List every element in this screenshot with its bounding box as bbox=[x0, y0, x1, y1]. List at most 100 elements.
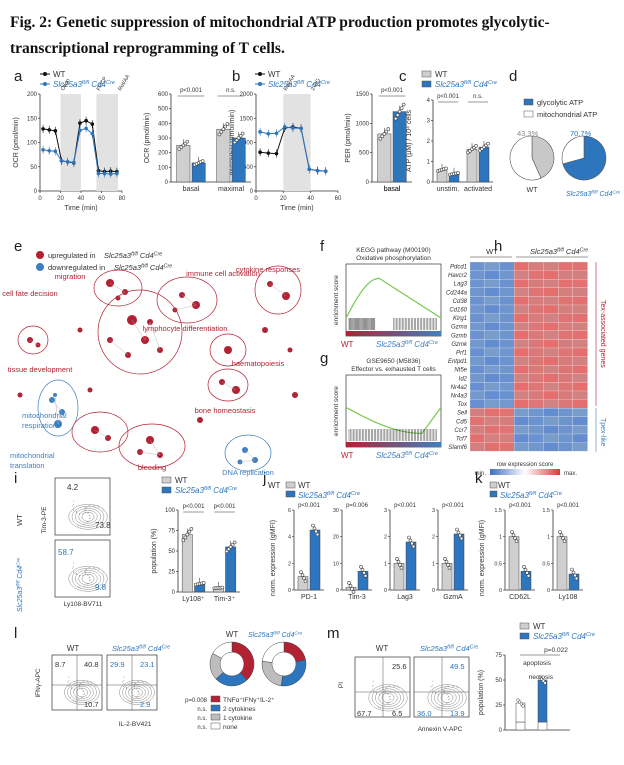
h-heat-cell bbox=[484, 356, 500, 366]
l-ko-flow-event bbox=[125, 687, 127, 689]
h-heat-cell bbox=[499, 322, 515, 331]
j-dot bbox=[315, 532, 320, 537]
j-ytick-label: 4 bbox=[288, 535, 291, 541]
k-legend-wt-swatch bbox=[489, 481, 498, 489]
a-bar-pvalue: n.s. bbox=[226, 88, 236, 94]
k-ytick-label: 0 bbox=[499, 588, 502, 594]
l-ko-flow-event bbox=[135, 682, 137, 684]
i-ko-flow-contour bbox=[78, 571, 98, 586]
j-ytick-label: 2 bbox=[432, 535, 435, 541]
k-dot bbox=[562, 539, 567, 543]
m-ko-flow-event bbox=[432, 680, 434, 682]
e-edge bbox=[131, 319, 146, 341]
h-heat-cell bbox=[469, 425, 485, 435]
j-sub-label: GzmA bbox=[443, 594, 463, 601]
l-wt-flow-event bbox=[79, 687, 80, 689]
i-ko-flow-frame bbox=[54, 539, 111, 598]
l-wt-flow-event bbox=[82, 696, 84, 698]
l-ko-flow-event bbox=[135, 696, 137, 698]
i-wt-flow-event bbox=[102, 510, 104, 512]
i-wt-flow-event bbox=[93, 504, 95, 506]
h-heat-cell bbox=[513, 339, 529, 349]
m-wt-flow-event bbox=[397, 685, 399, 687]
h-heat-cell bbox=[543, 287, 559, 297]
a-legend-wt: WT bbox=[53, 70, 66, 79]
m-wt-flow-event bbox=[388, 685, 390, 687]
h-heat-cell bbox=[484, 382, 500, 392]
j-dot bbox=[347, 581, 351, 585]
b-bar-dot bbox=[386, 127, 391, 131]
k-dot bbox=[558, 530, 562, 534]
l-wt-flow-event bbox=[82, 690, 84, 692]
a-point bbox=[41, 147, 45, 152]
h-heat-cell bbox=[528, 287, 544, 297]
i-wt-flow-event bbox=[72, 504, 74, 506]
c-ytick-label: 3 bbox=[427, 119, 431, 125]
m-ko-flow-event bbox=[452, 685, 454, 687]
b-point bbox=[258, 150, 262, 154]
e-term-blue-respiration-2: respiration bbox=[22, 421, 57, 430]
j-dot bbox=[407, 535, 411, 540]
j-dot bbox=[359, 565, 363, 569]
i-bar-ytick-label: 75 bbox=[168, 529, 175, 535]
m-wt-flow-event bbox=[388, 702, 390, 704]
l-ko-donut-slice bbox=[280, 659, 307, 687]
i-wt-flow-event bbox=[82, 513, 84, 515]
j-dot bbox=[360, 568, 365, 572]
j-pvalue: p=0.006 bbox=[346, 503, 369, 509]
a-xtick-label: 80 bbox=[119, 196, 126, 202]
h-gene-label: Prf1 bbox=[456, 351, 467, 357]
m-wt-flow-event bbox=[385, 687, 387, 689]
g-ko-label: Slc25a3fl/fl Cd4Cre bbox=[376, 451, 438, 460]
m-wt-q3: 67.7 bbox=[357, 709, 372, 718]
b-bar-category-extra: basal bbox=[384, 186, 401, 193]
b-point bbox=[282, 125, 287, 129]
d-ko-label: Slc25a3fl/fl Cd4Cre bbox=[566, 190, 621, 198]
h-heat-cell bbox=[499, 313, 515, 323]
h-heat-cell bbox=[543, 330, 559, 340]
i-wt-flow-event bbox=[88, 515, 90, 517]
m-ko-flow-contour bbox=[434, 688, 460, 708]
h-heat-cell bbox=[528, 408, 544, 417]
j-dot bbox=[446, 563, 450, 567]
h-heat-cell bbox=[484, 270, 500, 280]
m-ko-flow-contour bbox=[430, 686, 464, 710]
h-heat-cell bbox=[572, 356, 588, 366]
a-xtick-label: 40 bbox=[78, 196, 85, 202]
h-heat-cell bbox=[513, 296, 529, 306]
b-bar-dot bbox=[395, 113, 400, 117]
a-point bbox=[84, 126, 88, 131]
i-wt-flow-contour bbox=[68, 503, 108, 530]
i-wt-gate-bottom: 73.8 bbox=[95, 521, 111, 530]
l-wt-flow-contour bbox=[76, 687, 88, 698]
h-heat-cell bbox=[513, 442, 529, 452]
m-bar-ylabel: population (%) bbox=[478, 670, 485, 715]
h-heat-cell bbox=[484, 408, 500, 417]
i-bar-category-label: Tim-3⁺ bbox=[214, 596, 236, 603]
l-legend-p: n.s. bbox=[197, 716, 207, 722]
a-ytick-label: 150 bbox=[27, 116, 38, 122]
m-ko-q2: 49.5 bbox=[450, 662, 465, 671]
i-wt-flow-event bbox=[98, 506, 100, 508]
j-legend-ko-swatch bbox=[285, 490, 296, 498]
e-edge bbox=[29, 339, 39, 346]
m-ko-q4: 13.9 bbox=[450, 709, 465, 718]
j-dot bbox=[311, 523, 315, 528]
i-ko-flow-event bbox=[102, 570, 104, 572]
h-heat-cell bbox=[484, 433, 500, 443]
j-dot bbox=[455, 527, 459, 532]
b-legend-wt: WT bbox=[268, 70, 281, 79]
panel-letter-g: g bbox=[320, 350, 329, 367]
a-point bbox=[96, 171, 101, 176]
h-heat-cell bbox=[543, 416, 559, 426]
h-heat-cell bbox=[484, 322, 500, 331]
h-heat-cell bbox=[513, 330, 529, 340]
a-xtick-label: 60 bbox=[98, 196, 105, 202]
h-heat-cell bbox=[558, 287, 574, 297]
i-wt-flow-event bbox=[86, 506, 88, 508]
i-ko-flow-event bbox=[84, 585, 86, 587]
m-wt-flow-event bbox=[394, 686, 396, 688]
k-pvalue: p<0.001 bbox=[509, 503, 532, 509]
m-ko-flow-event bbox=[456, 685, 458, 687]
l-ko-flow-event bbox=[137, 690, 139, 692]
